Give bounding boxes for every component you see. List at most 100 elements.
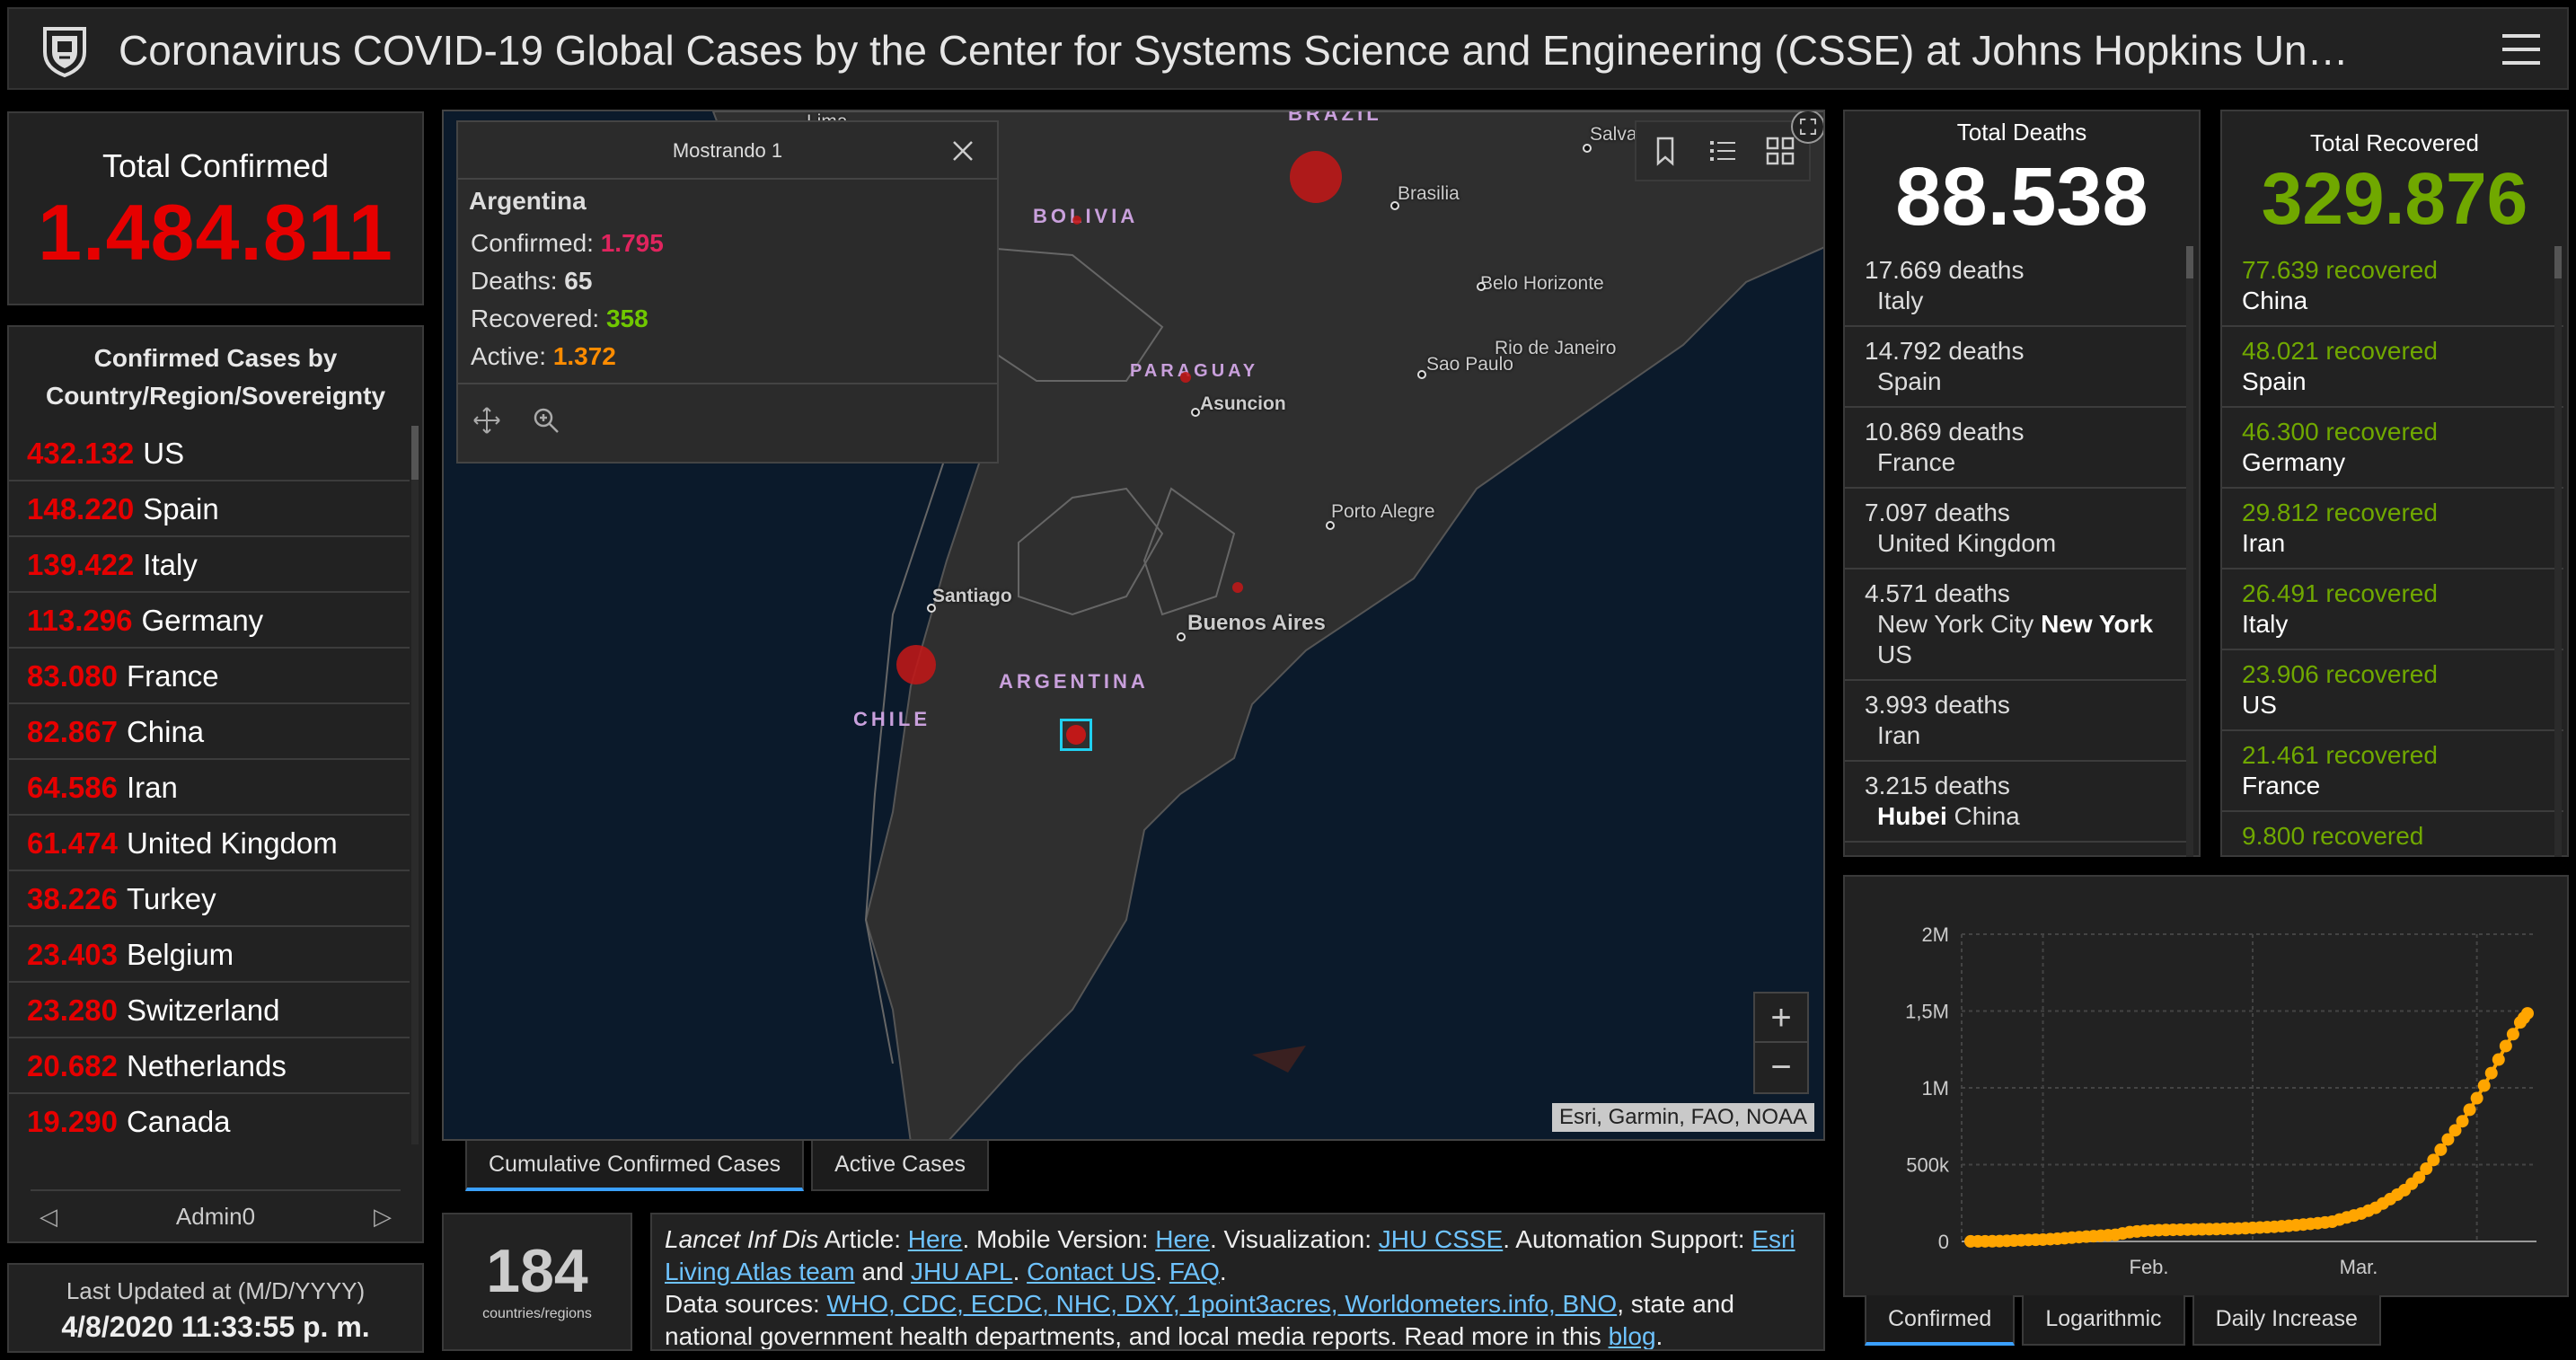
list-item[interactable]: 48.021 recovered Spain: [2222, 327, 2563, 408]
popup-confirmed-value: 1.795: [600, 229, 664, 257]
recovered-count: 9.800 recovered: [2242, 821, 2544, 852]
list-item[interactable]: 148.220 Spain: [9, 481, 410, 537]
fullscreen-icon[interactable]: [1791, 110, 1825, 144]
data-sources-link[interactable]: WHO, CDC, ECDC, NHC, DXY, 1point3acres, …: [826, 1290, 1618, 1318]
blog-link[interactable]: blog: [1608, 1322, 1656, 1350]
chevron-right-icon[interactable]: ▷: [374, 1203, 392, 1230]
basemap-gallery-icon[interactable]: [1764, 135, 1796, 167]
faq-link[interactable]: FAQ: [1169, 1258, 1220, 1285]
info-text: .: [1219, 1258, 1227, 1285]
list-item[interactable]: 10.869 deaths France: [1845, 408, 2186, 489]
deaths-list-scrollbar[interactable]: [2186, 246, 2193, 857]
list-item[interactable]: 19.290 Canada: [9, 1094, 410, 1144]
list-item[interactable]: 21.461 recovered France: [2222, 731, 2563, 812]
recovered-list-scrollbar[interactable]: [2554, 246, 2562, 857]
list-item[interactable]: 17.669 deaths Italy: [1845, 246, 2186, 327]
jhu-apl-link[interactable]: JHU APL: [910, 1258, 1013, 1285]
zoom-to-icon[interactable]: [530, 404, 562, 437]
data-point: [2470, 1091, 2483, 1105]
info-text: , state and national government health d…: [665, 1290, 1734, 1350]
recovered-unit: recovered: [2318, 337, 2438, 365]
esri-living-atlas-link[interactable]: Esri Living Atlas team: [665, 1225, 1795, 1285]
recovered-list: 77.639 recovered China 48.021 recovered Spa…: [2222, 246, 2563, 857]
data-point: [2448, 1124, 2462, 1137]
list-item[interactable]: 113.296 Germany: [9, 593, 410, 649]
list-item[interactable]: 61.474 United Kingdom: [9, 816, 410, 871]
mobile-version-link[interactable]: Here: [1155, 1225, 1210, 1253]
map-label-santiago: Santiago: [932, 586, 1012, 606]
tab-active-cases[interactable]: Active Cases: [811, 1141, 990, 1191]
death-place-name: United Kingdom: [1877, 529, 2057, 557]
countries-count-label: countries/regions: [482, 1306, 592, 1321]
y-tick-label: 1M: [1921, 1077, 1949, 1099]
list-item[interactable]: 82.867 China: [9, 704, 410, 760]
death-count: 17.669 deaths: [1865, 256, 2025, 284]
tab-logarithmic[interactable]: Logarithmic: [2022, 1295, 2185, 1346]
pan-icon[interactable]: [471, 404, 503, 437]
recovered-value: 9.800: [2242, 822, 2306, 850]
list-item[interactable]: 20.682 Netherlands: [9, 1038, 410, 1094]
list-item-name: Canada: [126, 1105, 231, 1138]
selected-feature-highlight[interactable]: [1060, 719, 1092, 751]
menu-icon[interactable]: [2502, 34, 2540, 66]
list-item-value: 64.586: [27, 771, 118, 804]
confirmed-list-header: Confirmed Cases by Country/Region/Sovere…: [45, 344, 386, 410]
list-item[interactable]: 3.993 deaths Iran: [1845, 681, 2186, 762]
last-updated-value: 4/8/2020 11:33:55 p. m.: [61, 1311, 370, 1343]
contact-us-link[interactable]: Contact US: [1027, 1258, 1156, 1285]
list-item[interactable]: 29.812 recovered Iran: [2222, 489, 2563, 570]
list-item[interactable]: 26.491 recovered Italy: [2222, 570, 2563, 650]
case-bubble-brazil[interactable]: [1290, 151, 1342, 203]
list-item-value: 19.290: [27, 1105, 118, 1138]
data-point: [2477, 1079, 2491, 1092]
list-item-value: 20.682: [27, 1049, 118, 1082]
chevron-left-icon[interactable]: ◁: [40, 1203, 57, 1230]
list-item[interactable]: 4.571 deaths New York City New York US: [1845, 570, 2186, 681]
list-item[interactable]: 23.403 Belgium: [9, 927, 410, 983]
list-item[interactable]: 38.226 Turkey: [9, 871, 410, 927]
list-item[interactable]: 9.800 recovered: [2222, 812, 2563, 857]
tab-cumulative-confirmed[interactable]: Cumulative Confirmed Cases: [465, 1141, 805, 1191]
data-point: [2456, 1115, 2469, 1128]
list-item[interactable]: 14.792 deaths Spain: [1845, 327, 2186, 408]
recovered-place: Italy: [2242, 610, 2289, 638]
zoom-out-button[interactable]: −: [1770, 1047, 1792, 1087]
case-bubble-chile[interactable]: [896, 645, 936, 684]
case-bubble-uruguay[interactable]: [1232, 582, 1243, 593]
map-view[interactable]: Lima BRAZIL Salva BOLIVIA Brasilia Belo …: [442, 110, 1825, 1141]
map-label-rio: Rio de Janeiro: [1495, 338, 1617, 358]
case-bubble-paraguay[interactable]: [1180, 372, 1191, 383]
popup-deaths-value: 65: [564, 267, 593, 295]
data-point: [2506, 1028, 2519, 1041]
article-link[interactable]: Here: [907, 1225, 963, 1253]
last-updated-panel: Last Updated at (M/D/YYYY) 4/8/2020 11:3…: [7, 1263, 424, 1353]
header-bar: Coronavirus COVID-19 Global Cases by the…: [7, 7, 2569, 90]
list-item[interactable]: 3.215 deaths Hubei China: [1845, 762, 2186, 843]
list-item[interactable]: 432.132 US: [9, 426, 410, 481]
list-item[interactable]: 7.097 deaths United Kingdom: [1845, 489, 2186, 570]
confirmed-list-scrollbar[interactable]: [411, 426, 419, 1144]
tab-confirmed[interactable]: Confirmed: [1865, 1295, 2016, 1346]
tab-daily-increase[interactable]: Daily Increase: [2192, 1295, 2381, 1346]
list-item[interactable]: 83.080 France: [9, 649, 410, 704]
list-item[interactable]: 77.639 recovered China: [2222, 246, 2563, 327]
popup-header: Mostrando 1: [458, 122, 997, 180]
close-icon[interactable]: [950, 138, 975, 163]
bookmark-icon[interactable]: [1649, 135, 1681, 167]
list-item[interactable]: 46.300 recovered Germany: [2222, 408, 2563, 489]
jhu-csse-link[interactable]: JHU CSSE: [1378, 1225, 1504, 1253]
list-item[interactable]: 64.586 Iran: [9, 760, 410, 816]
recovered-count: 21.461 recovered: [2242, 740, 2544, 771]
list-icon[interactable]: [1707, 135, 1739, 167]
popup-recovered-label: Recovered:: [471, 305, 600, 332]
feature-popup: Mostrando 1 Argentina Confirmed: 1.795 D…: [456, 120, 999, 464]
list-item[interactable]: 139.422 Italy: [9, 537, 410, 593]
list-item[interactable]: 23.906 recovered US: [2222, 650, 2563, 731]
zoom-in-button[interactable]: +: [1755, 994, 1807, 1043]
map-attribution: Esri, Garmin, FAO, NOAA: [1551, 1103, 1814, 1132]
list-item[interactable]: 23.280 Switzerland: [9, 983, 410, 1038]
list-item-value: 82.867: [27, 715, 118, 748]
death-count: 4.571 deaths: [1865, 579, 2010, 607]
case-bubble-bolivia[interactable]: [1072, 216, 1081, 225]
map-tabs: Cumulative Confirmed Cases Active Cases: [465, 1141, 990, 1191]
